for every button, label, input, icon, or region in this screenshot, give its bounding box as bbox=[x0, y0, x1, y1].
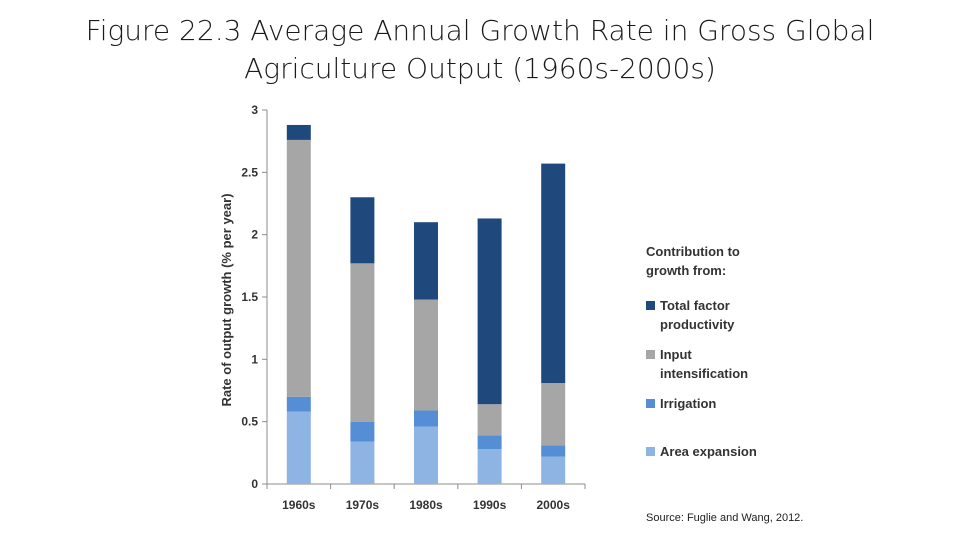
bar-segment-irrigation-1970s bbox=[350, 421, 375, 442]
bar-segment-area-expansion-1970s bbox=[350, 441, 375, 484]
y-tick-label: 1.5 bbox=[241, 290, 258, 304]
bar-segment-input-intensification-1990s bbox=[477, 404, 502, 436]
bar-segment-input-intensification-1970s bbox=[350, 263, 375, 422]
bar-segment-total-factor-productivity-1960s bbox=[286, 124, 311, 140]
x-tick-label: 1960s bbox=[282, 498, 316, 512]
y-tick-label: 0.5 bbox=[241, 415, 258, 429]
legend-swatch-total-factor-productivity bbox=[646, 301, 655, 310]
bar-segment-input-intensification-1960s bbox=[286, 139, 311, 397]
chart-title: Figure 22.3 Average Annual Growth Rate i… bbox=[40, 12, 920, 88]
bar-segment-input-intensification-2000s bbox=[541, 383, 566, 446]
bar-segment-irrigation-1990s bbox=[477, 435, 502, 450]
bar-segment-area-expansion-1990s bbox=[477, 449, 502, 484]
legend-swatch-input-intensification bbox=[646, 350, 655, 359]
legend-label-input-intensification: Input intensification bbox=[660, 347, 748, 381]
bar-segment-total-factor-productivity-2000s bbox=[541, 163, 566, 384]
bar-segment-area-expansion-1960s bbox=[286, 411, 311, 484]
bar-segment-irrigation-1980s bbox=[414, 410, 438, 427]
bar-segment-input-intensification-1980s bbox=[414, 299, 438, 411]
legend-title: Contribution to growth from: bbox=[646, 244, 740, 278]
bar-segment-total-factor-productivity-1970s bbox=[350, 197, 375, 264]
legend-swatch-irrigation bbox=[646, 399, 655, 408]
x-tick-label: 1990s bbox=[473, 498, 507, 512]
x-tick-label: 1980s bbox=[409, 498, 443, 512]
y-tick-label: 1 bbox=[251, 352, 258, 366]
y-tick-label: 2 bbox=[251, 228, 258, 242]
bar-segment-irrigation-1960s bbox=[286, 396, 311, 412]
plot-area: 0 0.5 1 1.5 2 2.5 3 1960s 1970s 1980s 1990s 2000s Ra… bbox=[219, 103, 586, 512]
x-tick-label: 2000s bbox=[537, 498, 571, 512]
bar-segment-total-factor-productivity-1980s bbox=[414, 222, 438, 300]
x-tick-label: 1970s bbox=[346, 498, 380, 512]
legend-swatch-area-expansion bbox=[646, 447, 655, 456]
title-line-1: Figure 22.3 Average Annual Growth Rate i… bbox=[85, 14, 875, 47]
legend: Contribution to growth from: Total factor p… bbox=[646, 244, 757, 459]
y-tick-label: 0 bbox=[251, 477, 258, 491]
bar-segment-total-factor-productivity-1990s bbox=[477, 218, 502, 405]
bar-segment-area-expansion-1980s bbox=[414, 426, 438, 484]
legend-label-total-factor-productivity: Total factor productivity bbox=[660, 298, 735, 332]
source-note: Source: Fuglie and Wang, 2012. bbox=[646, 512, 804, 524]
y-axis-label: Rate of output growth (% per year) bbox=[219, 193, 234, 406]
legend-label-irrigation: Irrigation bbox=[660, 396, 716, 411]
y-tick-label: 3 bbox=[251, 103, 258, 117]
legend-label-area-expansion: Area expansion bbox=[660, 444, 757, 459]
title-line-2: Agriculture Output (1960s-2000s) bbox=[244, 52, 716, 85]
bar-segment-irrigation-2000s bbox=[541, 445, 566, 457]
bar-segment-area-expansion-2000s bbox=[541, 456, 566, 484]
y-tick-label: 2.5 bbox=[241, 165, 258, 179]
